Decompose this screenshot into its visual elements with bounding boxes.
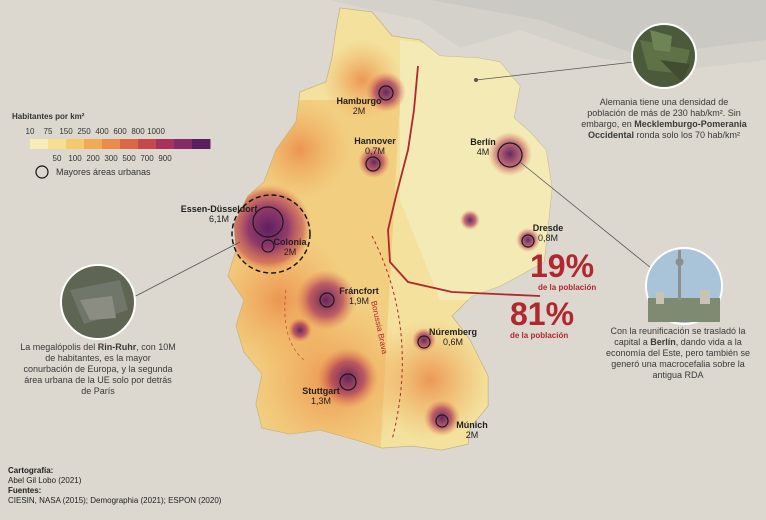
- west-percent: 81%: [510, 296, 575, 332]
- legend-swatch: [84, 139, 103, 149]
- legend-tick-label: 250: [77, 127, 91, 136]
- legend-tick-label: 100: [68, 154, 82, 163]
- legend-swatch: [30, 139, 49, 149]
- ruhr-ring: [231, 194, 311, 274]
- urban-legend-label: Mayores áreas urbanas: [56, 167, 151, 177]
- city-hamburgo: Hamburgo 2M: [336, 96, 382, 116]
- legend-swatch: [156, 139, 175, 149]
- legend-tick-label: 10: [25, 127, 35, 136]
- city-colonia: Colonia 2M: [273, 237, 307, 257]
- legend-tick-label: 1000: [147, 127, 165, 136]
- note-density: Alemania tiene una densidad de población…: [581, 97, 747, 140]
- city-nuremberg: Núremberg 0,6M: [428, 327, 477, 347]
- city-berlin: Berlín 4M: [470, 137, 496, 157]
- germany-shape: [227, 7, 553, 451]
- west-label: de la población: [510, 331, 569, 340]
- dashed-arc: [371, 235, 403, 441]
- east-percent: 19%: [530, 248, 595, 284]
- legend-swatch: [192, 139, 211, 149]
- legend-swatch: [138, 139, 157, 149]
- legend-tick-label: 75: [43, 127, 53, 136]
- legend-tick-label: 200: [86, 154, 100, 163]
- urban-legend-symbol: [35, 165, 49, 179]
- credits: Cartografía: Abel Gil Lobo (2021) Fuente…: [8, 466, 222, 505]
- legend-title: Habitantes por km²: [12, 112, 85, 121]
- city-stuttgart: Stuttgart 1,3M: [302, 386, 340, 406]
- photo-ruhr: [60, 264, 136, 340]
- legend-tick-label: 50: [52, 154, 62, 163]
- note-ruhr: La megalópolis del Rin-Ruhr, con 10M de …: [20, 342, 176, 396]
- city-hannover: Hannover 0,7M: [354, 136, 396, 156]
- photo-berlin: [645, 247, 723, 325]
- legend-tick-label: 500: [122, 154, 136, 163]
- legend-tick-label: 150: [59, 127, 73, 136]
- legend-tick-label: 900: [158, 154, 172, 163]
- city-munich: Múnich 2M: [456, 420, 488, 440]
- urban-markers: [252, 85, 535, 428]
- legend-tick-label: 800: [131, 127, 145, 136]
- legend-swatch: [66, 139, 85, 149]
- callout-lines: [127, 61, 657, 301]
- legend-tick-label: 600: [113, 127, 127, 136]
- note-berlin: Con la reunificación se trasladó la capi…: [605, 326, 751, 380]
- east-label: de la población: [538, 283, 597, 292]
- city-essen: Essen-Düsseldorf 6,1M: [180, 204, 258, 224]
- former-border-line: [387, 65, 541, 297]
- legend-tick-label: 300: [104, 154, 118, 163]
- photo-mecklenburg: [631, 23, 697, 89]
- legend-swatch: [102, 139, 121, 149]
- legend-swatch: [48, 139, 67, 149]
- city-francfort: Fráncfort 1,9M: [339, 286, 379, 306]
- legend-swatch: [120, 139, 139, 149]
- legend-tick-label: 700: [140, 154, 154, 163]
- legend-tick-label: 400: [95, 127, 109, 136]
- city-dresde: Dresde 0,8M: [532, 223, 564, 243]
- legend-color-ramp: [30, 139, 211, 149]
- legend-swatch: [174, 139, 193, 149]
